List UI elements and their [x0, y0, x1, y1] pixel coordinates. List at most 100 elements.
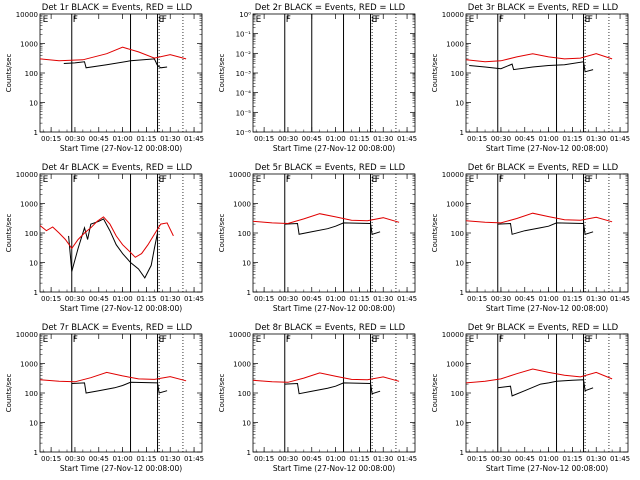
y-tick-label: 10000 — [16, 331, 38, 339]
x-axis-label: Start Time (27-Nov-12 00:08:00) — [273, 464, 395, 473]
plot-frame — [39, 13, 203, 133]
x-tick-label: 01:30 — [160, 135, 180, 143]
segment-marker: F — [499, 335, 504, 345]
y-tick-label: 10 — [242, 420, 251, 428]
segment-marker: F — [499, 175, 504, 185]
y-tick-label: 10000 — [16, 171, 38, 179]
plot-frame — [39, 173, 203, 293]
y-tick-label: 10 — [29, 260, 38, 268]
x-tick-label: 00:15 — [254, 295, 274, 303]
y-tick-label: 10⁻¹ — [236, 31, 252, 39]
y-tick-label: 1 — [247, 449, 251, 457]
y-tick-label: 10000 — [442, 331, 464, 339]
plot-frame — [252, 333, 416, 453]
x-tick-label: 01:30 — [373, 295, 393, 303]
detector-panel-6: Det 6r BLACK = Events, RED = LLD 1 10 100 10… — [431, 163, 630, 313]
y-tick-label: 10 — [29, 420, 38, 428]
y-tick-label: 100 — [25, 230, 38, 238]
y-tick-label: 1000 — [446, 361, 464, 369]
panel-title: Det 2r BLACK = Events, RED = LLD — [255, 3, 406, 13]
y-tick-label: 1 — [34, 289, 38, 297]
x-tick-label: 01:45 — [397, 135, 417, 143]
segment-marker: F — [375, 175, 380, 185]
plot-frame — [39, 333, 203, 453]
segment-marker: E — [43, 175, 49, 185]
x-tick-label: 01:45 — [184, 295, 204, 303]
lld-series-line — [253, 372, 400, 383]
y-tick-label: 100 — [451, 230, 464, 238]
y-tick-label: 10⁻⁴ — [236, 90, 252, 98]
plot-frame — [252, 13, 416, 133]
x-tick-label: 01:45 — [610, 135, 630, 143]
segment-marker: F — [588, 335, 593, 345]
plot-frame — [465, 333, 629, 453]
y-tick-label: 1 — [460, 129, 464, 137]
x-tick-label: 00:30 — [278, 295, 298, 303]
segment-marker: E — [585, 335, 591, 345]
panel-title: Det 7r BLACK = Events, RED = LLD — [42, 323, 193, 333]
y-tick-label: 100 — [238, 390, 251, 398]
y-tick-label: 10⁰ — [239, 11, 251, 19]
x-tick-label: 00:30 — [491, 455, 511, 463]
y-axis-label: Counts/sec — [5, 214, 13, 253]
segment-marker: F — [73, 335, 78, 345]
x-tick-label: 00:45 — [89, 135, 109, 143]
x-tick-label: 01:00 — [112, 295, 132, 303]
x-tick-label: 01:00 — [325, 295, 345, 303]
y-tick-label: 100 — [451, 70, 464, 78]
x-axis-label: Start Time (27-Nov-12 00:08:00) — [60, 464, 182, 473]
y-axis-label: Counts/sec — [218, 374, 226, 413]
y-tick-label: 10⁻³ — [236, 70, 252, 78]
y-axis-label: Counts/sec — [218, 54, 226, 93]
x-tick-label: 00:30 — [65, 295, 85, 303]
segment-marker: F — [375, 335, 380, 345]
detector-panel-2: Det 2r BLACK = Events, RED = LLD 10⁻⁶ 10⁻⁵… — [218, 3, 417, 153]
y-tick-label: 1 — [460, 449, 464, 457]
x-tick-label: 01:00 — [538, 455, 558, 463]
x-tick-label: 00:30 — [65, 135, 85, 143]
detector-panel-8: Det 8r BLACK = Events, RED = LLD 1 10 100 10… — [218, 323, 417, 473]
x-tick-label: 00:45 — [515, 135, 535, 143]
events-series-line — [497, 379, 594, 397]
plot-frame — [465, 173, 629, 293]
x-axis-label: Start Time (27-Nov-12 00:08:00) — [60, 144, 182, 153]
segment-marker: E — [469, 175, 475, 185]
x-axis-label: Start Time (27-Nov-12 00:08:00) — [273, 144, 395, 153]
segment-marker: E — [469, 335, 475, 345]
segment-marker: E — [585, 175, 591, 185]
segment-marker: F — [375, 15, 380, 25]
events-series-line — [497, 222, 594, 235]
x-tick-label: 00:15 — [254, 455, 274, 463]
detector-panel-7: Det 7r BLACK = Events, RED = LLD 1 10 100 10… — [5, 323, 204, 473]
x-tick-label: 01:30 — [160, 295, 180, 303]
plot-frame — [252, 173, 416, 293]
detector-panel-5: Det 5r BLACK = Events, RED = LLD 1 10 100 10… — [218, 163, 417, 313]
y-tick-label: 10⁻² — [236, 50, 252, 58]
panel-title: Det 8r BLACK = Events, RED = LLD — [255, 323, 406, 333]
y-tick-label: 1000 — [233, 361, 251, 369]
y-tick-label: 10000 — [16, 11, 38, 19]
segment-marker: E — [256, 175, 262, 185]
panel-title: Det 3r BLACK = Events, RED = LLD — [468, 3, 619, 13]
segment-marker: E — [372, 175, 378, 185]
y-tick-label: 10 — [455, 100, 464, 108]
x-tick-label: 00:45 — [515, 455, 535, 463]
x-tick-label: 01:45 — [184, 455, 204, 463]
x-tick-label: 01:15 — [349, 135, 369, 143]
segment-marker: E — [372, 15, 378, 25]
y-tick-label: 100 — [238, 230, 251, 238]
y-axis-label: Counts/sec — [5, 54, 13, 93]
y-axis-label: Counts/sec — [431, 54, 439, 93]
x-tick-label: 01:00 — [538, 295, 558, 303]
lld-series-line — [466, 368, 613, 384]
x-tick-label: 01:45 — [610, 295, 630, 303]
y-tick-label: 1 — [34, 129, 38, 137]
events-series-line — [284, 382, 381, 395]
y-tick-label: 10⁻⁶ — [236, 129, 252, 137]
x-tick-label: 00:45 — [515, 295, 535, 303]
x-tick-label: 01:30 — [160, 455, 180, 463]
y-tick-label: 1000 — [20, 361, 38, 369]
x-axis-label: Start Time (27-Nov-12 00:08:00) — [60, 304, 182, 313]
y-tick-label: 10000 — [229, 331, 251, 339]
x-tick-label: 01:30 — [586, 295, 606, 303]
